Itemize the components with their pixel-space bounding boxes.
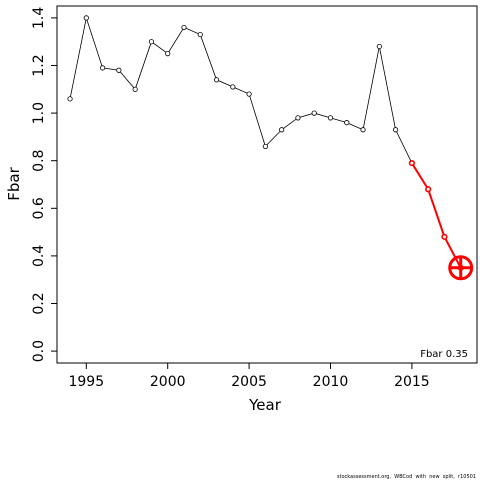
- y-tick-label-0.2: 0.2: [31, 292, 47, 314]
- series-0-point-2005: [246, 91, 252, 97]
- y-axis-label: Fbar: [5, 166, 23, 200]
- series-0-point-2008: [295, 115, 301, 121]
- y-tick-label-1.2: 1.2: [31, 54, 47, 76]
- series-0-point-1996: [99, 65, 106, 71]
- series-0-point-2003: [213, 77, 220, 83]
- series-0-point-2012: [360, 127, 366, 133]
- series-0-point-2006: [262, 143, 268, 150]
- series-0-point-2011: [344, 120, 350, 126]
- plot-frame: [56, 5, 478, 364]
- x-tick-label-2015: 2015: [394, 374, 430, 390]
- series-0-point-1994: [67, 96, 73, 102]
- x-axis: 1995 2000 2005 2010 2015: [68, 362, 430, 390]
- footer-credit: stockassessment.org, WBCod with new spli…: [336, 474, 476, 480]
- series-0-point-1997: [116, 67, 122, 73]
- y-tick-label-1.0: 1.0: [31, 102, 47, 124]
- y-tick-label-0.4: 0.4: [31, 245, 47, 267]
- x-tick-label-1995: 1995: [68, 374, 104, 390]
- series-0-point-2000: [165, 50, 171, 57]
- series-0-point-1995: [83, 15, 89, 21]
- y-tick-label-0.6: 0.6: [31, 197, 47, 219]
- series-1-point-2015: [408, 159, 415, 167]
- fbar-annotation: Fbar 0.35: [420, 349, 468, 360]
- series-0-point-2013: [376, 43, 382, 50]
- series-0-point-1999: [148, 39, 155, 45]
- series-0-point-2009: [311, 110, 317, 116]
- series-1-line: [411, 162, 462, 269]
- series-0-point-2004: [230, 84, 236, 90]
- highlight-marker: [448, 255, 474, 281]
- y-tick-label-1.4: 1.4: [31, 7, 47, 29]
- series-1-point-2016: [425, 186, 432, 193]
- x-axis-label: Year: [248, 396, 282, 414]
- series-layer: [67, 15, 474, 281]
- series-0-point-2010: [327, 115, 334, 121]
- series-1-point-2017: [441, 233, 448, 240]
- series-0-point-2014: [393, 127, 399, 133]
- series-0-point-2002: [197, 31, 203, 38]
- series-0-point-2001: [181, 24, 187, 31]
- y-tick-label-0.0: 0.0: [31, 340, 47, 362]
- y-tick-label-0.8: 0.8: [31, 150, 47, 172]
- y-axis: 0.0 0.2 0.4 0.6 0.8 1.0 1.2 1.4: [31, 7, 58, 362]
- series-0-point-2007: [279, 127, 285, 133]
- series-0-point-1998: [132, 86, 138, 92]
- series-0-line: [69, 16, 413, 164]
- x-tick-label-2000: 2000: [150, 374, 186, 390]
- x-tick-label-2010: 2010: [313, 374, 349, 390]
- x-tick-label-2005: 2005: [231, 374, 267, 390]
